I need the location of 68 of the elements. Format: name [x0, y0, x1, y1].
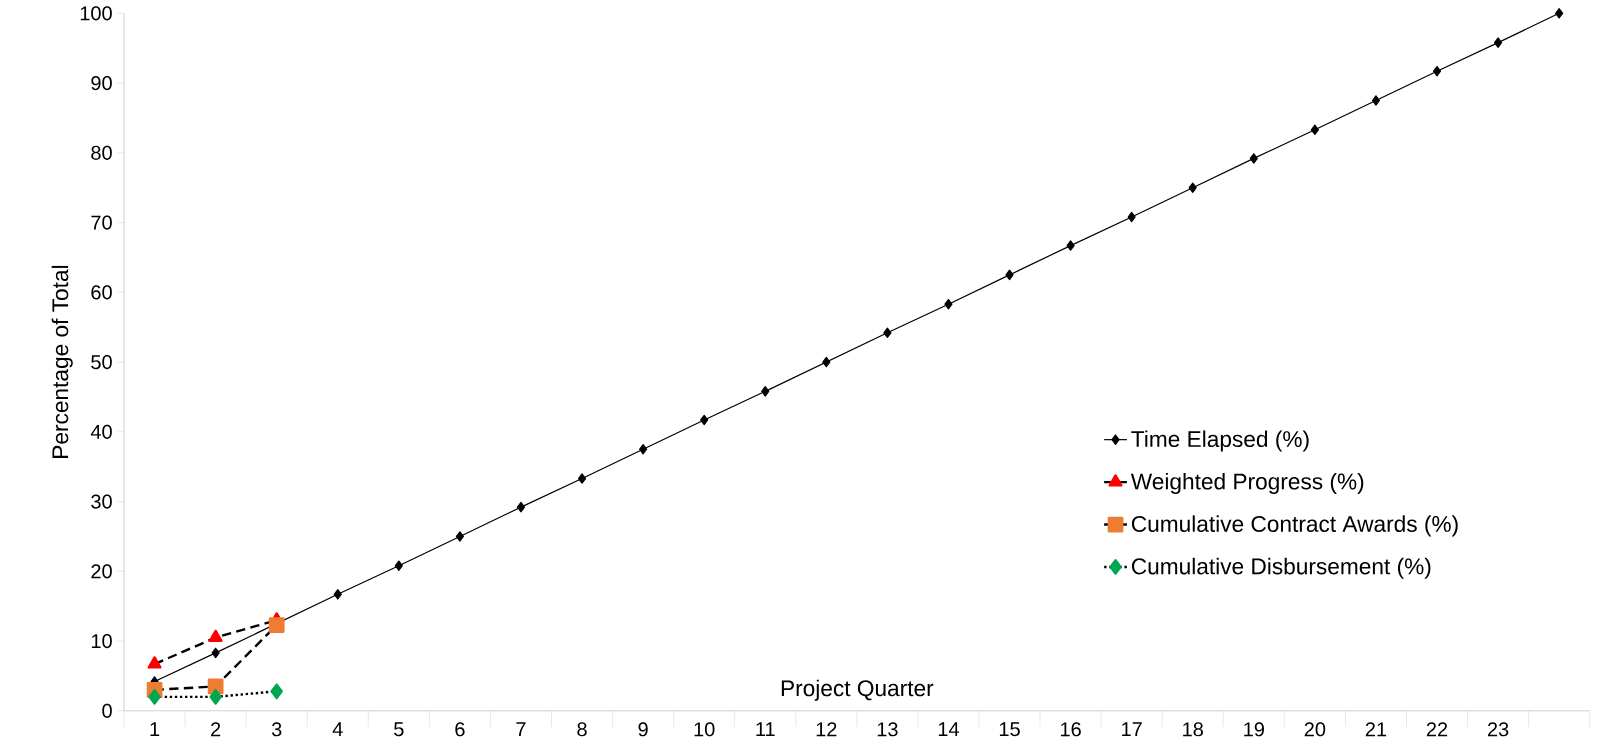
x-tick-label: 22: [1426, 721, 1448, 736]
point: [1066, 240, 1075, 251]
point: [270, 683, 283, 699]
y-axis-title: Percentage of Total: [51, 265, 73, 458]
point: [1005, 269, 1014, 280]
point: [1432, 65, 1442, 77]
point: [455, 530, 465, 542]
point: [1310, 124, 1319, 135]
point: [333, 588, 342, 600]
point: [1188, 182, 1197, 193]
point: [1127, 211, 1136, 223]
x-tick-label: 2: [211, 721, 221, 736]
y-tick-label: 70: [91, 215, 112, 230]
legend-label: Weighted Progress (%): [1130, 472, 1364, 494]
x-tick-label: 12: [816, 721, 837, 736]
x-tick-label: 21: [1365, 721, 1387, 736]
x-tick-label: 23: [1487, 721, 1509, 737]
x-axis-title: Project Quarter: [781, 679, 934, 701]
point: [1493, 37, 1503, 48]
x-tick-label: 10: [694, 721, 715, 737]
point: [208, 629, 223, 642]
point: [577, 473, 587, 484]
point: [1555, 7, 1564, 19]
point: [516, 501, 526, 513]
point: [211, 647, 220, 658]
point: [148, 688, 161, 705]
x-tick-label: 7: [516, 721, 526, 736]
y-tick-label: 40: [90, 424, 112, 439]
x-tick-label: 9: [638, 721, 648, 737]
legend-label: Cumulative Contract Awards (%): [1131, 515, 1458, 537]
x-tick-label: 4: [332, 721, 343, 736]
x-tick-label: 5: [394, 721, 404, 736]
x-tick-label: 15: [999, 721, 1020, 736]
legend-label: Cumulative Disbursement (%): [1131, 557, 1431, 579]
legend-label: Time Elapsed (%): [1131, 430, 1309, 452]
x-tick-label: 3: [271, 721, 282, 737]
point: [394, 560, 403, 571]
y-tick-label: 10: [91, 633, 112, 648]
x-tick-label: 6: [455, 721, 465, 737]
point: [147, 655, 162, 669]
point: [1249, 152, 1258, 164]
x-tick-label: 19: [1244, 721, 1264, 737]
x-tick-label: 11: [756, 721, 775, 736]
point: [700, 414, 709, 425]
x-tick-label: 20: [1304, 721, 1326, 737]
point: [822, 356, 831, 368]
point: [1371, 95, 1381, 106]
x-tick-label: 8: [577, 721, 587, 737]
y-tick-label: 50: [91, 354, 112, 369]
x-tick-label: 1: [150, 721, 160, 736]
y-tick-label: 30: [91, 494, 112, 509]
point: [883, 327, 892, 338]
y-tick-label: 90: [91, 75, 112, 90]
y-tick-label: 0: [102, 703, 112, 718]
point: [209, 688, 222, 705]
x-tick-label: 14: [938, 721, 959, 736]
x-tick-label: 13: [877, 721, 898, 737]
y-tick-label: 100: [80, 6, 112, 21]
y-tick-label: 20: [91, 563, 112, 579]
point: [268, 616, 285, 633]
x-tick-label: 16: [1061, 721, 1081, 737]
x-tick-label: 18: [1183, 721, 1203, 737]
y-tick-label: 80: [91, 145, 112, 160]
y-tick-label: 60: [91, 285, 112, 300]
point: [761, 385, 770, 397]
point: [639, 443, 648, 455]
x-tick-label: 17: [1122, 721, 1142, 736]
point: [944, 298, 953, 310]
